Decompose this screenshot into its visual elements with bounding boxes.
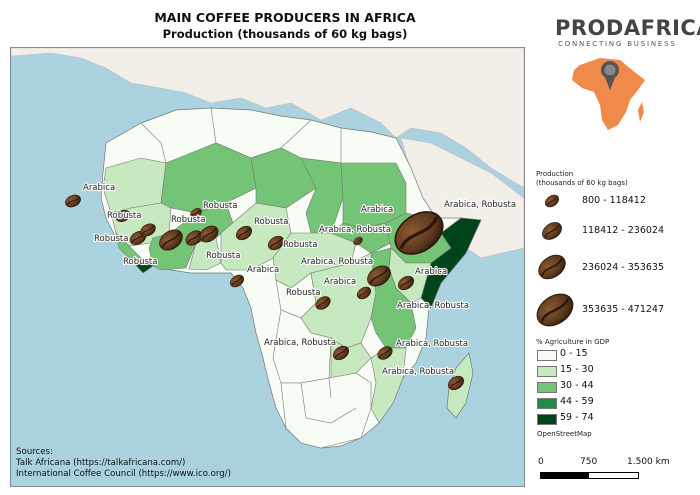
africa-map[interactable]: Arabica Robusta Robusta Robusta Robusta …	[10, 47, 525, 487]
label-nigeria: Robusta	[254, 217, 288, 227]
scale-bar	[540, 472, 639, 479]
agri-swatch-1	[537, 350, 557, 361]
niger[interactable]	[250, 147, 317, 209]
agri-label-1: 0 - 15	[560, 348, 588, 359]
source-ico: International Coffee Council (https://ww…	[16, 469, 231, 479]
label-kenya: Arabica	[415, 267, 447, 277]
agri-swatch-4	[537, 398, 557, 409]
legend-prod-1: 800 - 118412	[582, 195, 646, 206]
label-togo: Robusta	[206, 251, 240, 261]
legend-bean-medium-icon	[538, 218, 566, 244]
legend-bean-xlarge-icon	[532, 288, 578, 332]
label-ivory-coast: Robusta	[171, 215, 205, 225]
agri-label-3: 30 - 44	[560, 380, 594, 391]
label-liberia: Robusta	[123, 257, 157, 267]
label-sudan: Arabica	[361, 205, 393, 215]
label-car: Arabica, Robusta	[319, 225, 391, 235]
label-benin: Robusta	[203, 201, 237, 211]
agri-label-5: 59 - 74	[560, 412, 594, 423]
label-south-sudan: Arabica, Robusta	[301, 257, 373, 267]
label-congo: Robusta	[286, 288, 320, 298]
production-legend-title: Production (thousands of 60 kg bags)	[536, 170, 628, 188]
scale-label-end: 1.500 km	[627, 457, 670, 467]
agri-swatch-2	[537, 366, 557, 377]
legend-bean-large-icon	[533, 250, 571, 284]
label-guinea: Robusta	[107, 211, 141, 221]
label-equatorial-guinea: Arabica	[247, 265, 279, 275]
label-sierra-leone: Robusta	[94, 234, 128, 244]
sources-note: Sources: Talk Africana (https://talkafri…	[16, 447, 231, 480]
legend-prod-3: 236024 - 353635	[582, 262, 664, 273]
mozambique[interactable]	[370, 347, 407, 424]
brand-logo-text: PRODAFRICA	[555, 16, 700, 40]
label-rwanda: Arabica	[324, 277, 356, 287]
europe-land	[11, 48, 524, 189]
map-title: MAIN COFFEE PRODUCERS IN AFRICA	[154, 10, 416, 25]
somalia[interactable]	[420, 217, 482, 309]
legend-bean-small-icon	[542, 191, 562, 211]
legend-prod-4: 353635 - 471247	[582, 304, 664, 315]
production-legend-title-line2: (thousands of 60 kg bags)	[536, 179, 628, 187]
label-cape-verde: Arabica	[83, 183, 115, 193]
label-mozambique: Arabica, Robusta	[382, 367, 454, 377]
label-zambia: Arabica, Robusta	[264, 338, 336, 348]
attribution: OpenStreetMap	[537, 430, 592, 438]
scale-label-zero: 0	[538, 457, 544, 467]
agri-swatch-3	[537, 382, 557, 393]
label-malawi: Arabica, Robusta	[396, 339, 468, 349]
scale-label-mid: 750	[580, 457, 598, 467]
agri-swatch-5	[537, 414, 557, 425]
label-tanzania: Arabica, Robusta	[397, 301, 469, 311]
production-legend-title-line1: Production	[536, 170, 574, 178]
agriculture-legend-title: % Agriculture in GDP	[536, 338, 610, 346]
brand-tagline: CONNECTING BUSINESS	[558, 40, 677, 48]
africa-logo-icon	[572, 58, 645, 130]
southern-africa[interactable]	[280, 372, 372, 449]
legend-prod-2: 118412 - 236024	[582, 225, 664, 236]
label-cameroon: Robusta	[283, 240, 317, 250]
agri-label-4: 44 - 59	[560, 396, 594, 407]
source-talk-africana: Talk Africana (https://talkafricana.com/…	[16, 458, 186, 468]
sources-heading: Sources:	[16, 447, 53, 457]
agri-label-2: 15 - 30	[560, 364, 594, 375]
map-subtitle: Production (thousands of 60 kg bags)	[162, 27, 408, 41]
label-ethiopia: Arabica, Robusta	[444, 200, 516, 210]
